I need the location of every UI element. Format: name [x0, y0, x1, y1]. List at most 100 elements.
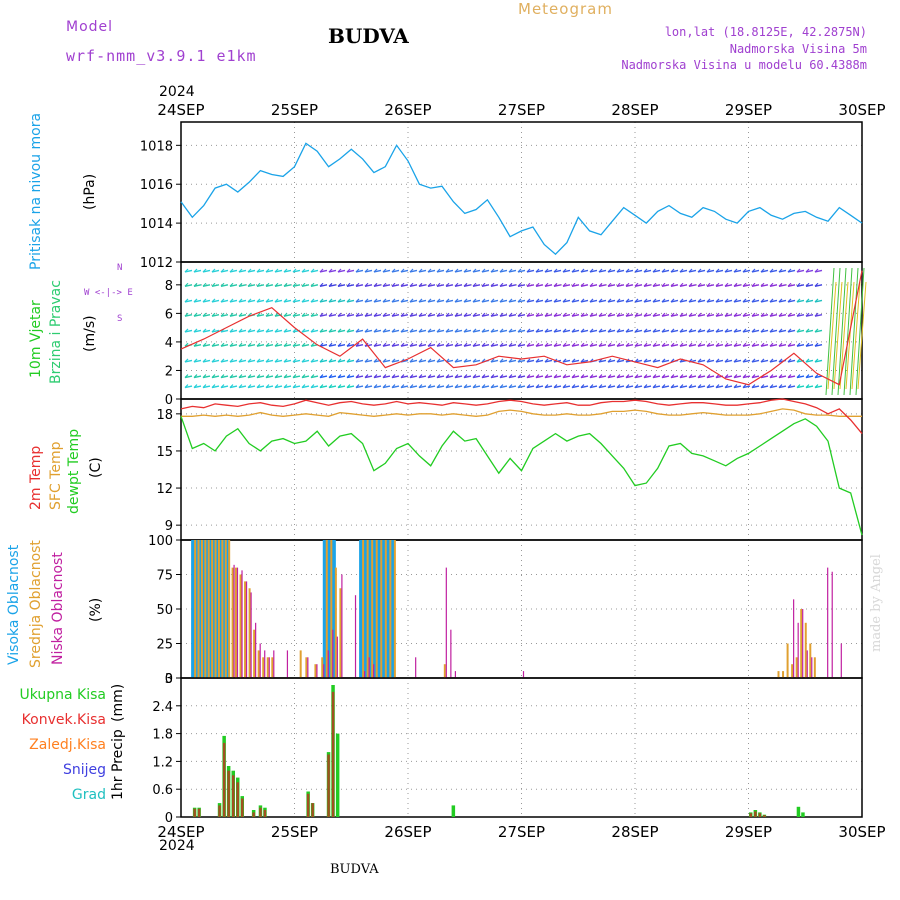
wind-arrow-head: [229, 328, 234, 333]
precip-bar-0: [796, 806, 801, 817]
wind-arrow: [733, 385, 742, 389]
wind-arrow: [607, 329, 616, 333]
wind-arrow-head: [274, 358, 279, 363]
wind-arrow: [355, 299, 364, 303]
wind-arrow: [472, 299, 481, 303]
wind-arrow: [535, 329, 544, 333]
wind-arrow: [301, 284, 310, 287]
wind-arrow: [283, 385, 292, 389]
wind-arrow: [202, 269, 211, 273]
wind-arrow-head: [679, 328, 684, 333]
wind-compass-n: N: [117, 263, 123, 273]
wind-arrow: [409, 385, 418, 389]
wind-arrow-row: [184, 328, 823, 333]
wind-arrow: [751, 314, 760, 317]
wind-arrow: [220, 375, 229, 379]
wind-arrow-head: [499, 384, 504, 389]
wind-arrow-head: [364, 384, 369, 389]
precip-legend-snow: Snijeg: [62, 762, 106, 778]
wind-arrow-head: [454, 328, 459, 333]
wind-arrow-head: [391, 358, 396, 363]
wind-arrow: [373, 329, 382, 333]
wind-arrow: [607, 385, 616, 389]
model-label: Model: [66, 19, 114, 35]
wind-arrow: [697, 314, 706, 317]
wind-arrow-head: [292, 298, 297, 303]
wind-arrow-head: [391, 312, 396, 317]
wind-arrow: [238, 329, 247, 333]
wind-arrow-head: [247, 384, 252, 389]
wind-arrow-head: [400, 374, 405, 379]
wind-arrow-head: [724, 374, 729, 379]
wind-arrow: [571, 299, 580, 303]
y-tick-label: 18: [156, 408, 173, 423]
wind-arrow: [697, 375, 706, 379]
wind-arrow-head: [508, 384, 513, 389]
wind-arrow-head: [625, 312, 630, 317]
wind-arrow-head: [706, 298, 711, 303]
wind-arrow-head: [436, 384, 441, 389]
precip-bar-1: [236, 782, 239, 818]
wind-arrow: [328, 284, 337, 287]
wind-arrow: [292, 344, 301, 347]
wind-arrow: [724, 269, 733, 273]
wind-arrow: [598, 385, 607, 389]
wind-arrow: [229, 314, 238, 317]
wind-arrow-head: [814, 282, 819, 287]
wind-arrow-head: [778, 312, 783, 317]
wind-arrow: [562, 284, 571, 287]
wind-arrow-head: [796, 312, 801, 317]
wind-arrow-head: [364, 328, 369, 333]
wind-arrow-head: [418, 342, 423, 347]
wind-arrow: [463, 344, 472, 347]
wind-arrow-head: [211, 342, 216, 347]
wind-arrow-head: [787, 298, 792, 303]
wind-arrow: [292, 359, 301, 363]
wind-arrow: [616, 385, 625, 389]
wind-arrow: [580, 329, 589, 333]
wind-arrow-head: [238, 328, 243, 333]
wind-arrow-head: [355, 268, 360, 273]
wind-arrow-head: [292, 268, 297, 273]
wind-arrow-head: [706, 312, 711, 317]
wind-arrow: [499, 385, 508, 389]
wind-arrow-head: [310, 328, 315, 333]
wind-arrow: [472, 385, 481, 389]
wind-arrow: [598, 329, 607, 333]
wind-arrow: [211, 299, 220, 303]
wind-arrow: [634, 375, 643, 379]
wind-arrow: [814, 269, 823, 273]
wind-arrow: [454, 344, 463, 347]
wind-arrow-head: [184, 282, 189, 287]
wind-arrow: [310, 385, 319, 389]
wind-arrow: [472, 375, 481, 379]
wind-arrow-head: [571, 342, 576, 347]
wind-arrow: [544, 284, 553, 287]
wind-arrow: [211, 375, 220, 379]
wind-arrow: [418, 329, 427, 333]
wind-arrow-head: [634, 342, 639, 347]
wind-arrow-head: [301, 384, 306, 389]
wind-arrow-head: [589, 374, 594, 379]
wind-arrow: [220, 385, 229, 389]
wind-arrow: [697, 299, 706, 303]
wind-arrow-head: [346, 358, 351, 363]
wind-arrow-head: [679, 298, 684, 303]
wind-arrow-head: [328, 358, 333, 363]
wind-arrow: [202, 314, 211, 317]
wind-arrow: [544, 329, 553, 333]
wind-arrow-head: [337, 384, 342, 389]
wind-arrow-head: [445, 374, 450, 379]
wind-arrow: [778, 329, 787, 333]
wind-arrow: [625, 375, 634, 379]
wind-arrow-head: [499, 342, 504, 347]
wind-arrow-head: [337, 298, 342, 303]
wind-arrow: [616, 314, 625, 317]
wind-arrow-head: [400, 282, 405, 287]
wind-arrow-head: [634, 298, 639, 303]
wind-arrow-head: [400, 298, 405, 303]
wind-arrow-head: [706, 384, 711, 389]
wind-arrow-head: [184, 268, 189, 273]
wind-arrow-head: [535, 328, 540, 333]
